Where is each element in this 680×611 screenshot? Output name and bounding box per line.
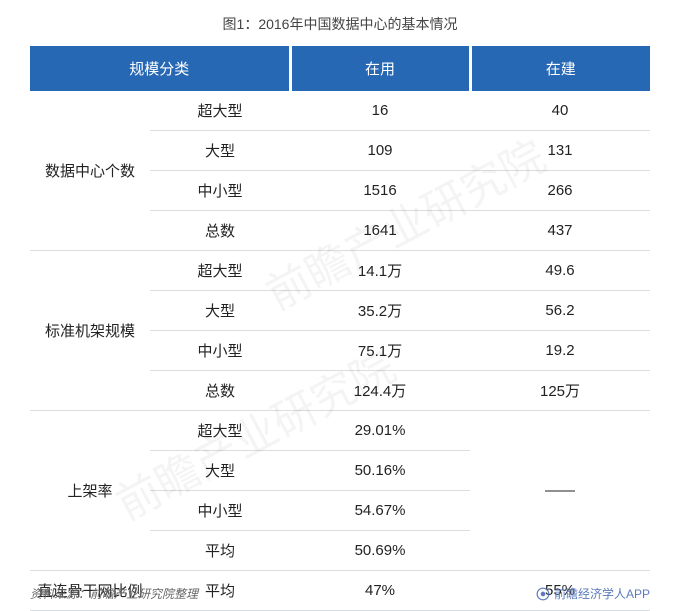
table-header-row: 规模分类 在用 在建 (30, 46, 650, 91)
cell-inuse: 124.4万 (290, 371, 470, 411)
brand-text: 前瞻经济学人APP (536, 585, 650, 602)
cell-build: 56.2 (470, 291, 650, 331)
cell-cat: 平均 (150, 531, 290, 571)
cell-inuse: 1516 (290, 171, 470, 211)
table-row: 标准机架规模 超大型 14.1万 49.6 (30, 251, 650, 291)
data-table: 规模分类 在用 在建 数据中心个数 超大型 16 40 大型 109 131 中… (30, 46, 650, 611)
cell-inuse: 29.01% (290, 411, 470, 451)
cell-cat: 大型 (150, 291, 290, 331)
cell-build: 49.6 (470, 251, 650, 291)
cell-cat: 总数 (150, 211, 290, 251)
source-text: 资料来源：前瞻产业研究院整理 (30, 585, 198, 602)
cell-cat: 超大型 (150, 251, 290, 291)
col-build: 在建 (470, 46, 650, 91)
cell-inuse: 16 (290, 91, 470, 131)
cell-build: 437 (470, 211, 650, 251)
cell-inuse: 50.16% (290, 451, 470, 491)
cell-cat: 大型 (150, 131, 290, 171)
cell-build: 125万 (470, 371, 650, 411)
figure-footer: 资料来源：前瞻产业研究院整理 前瞻经济学人APP (30, 585, 650, 602)
cell-cat: 总数 (150, 371, 290, 411)
cell-inuse: 50.69% (290, 531, 470, 571)
cell-inuse: 14.1万 (290, 251, 470, 291)
figure-title: 图1：2016年中国数据中心的基本情况 (30, 6, 650, 46)
group-label: 标准机架规模 (30, 251, 150, 411)
cell-inuse: 54.67% (290, 491, 470, 531)
col-scale: 规模分类 (30, 46, 290, 91)
figure-wrap: 图1：2016年中国数据中心的基本情况 规模分类 在用 在建 数据中心个数 超大… (0, 0, 680, 611)
cell-inuse: 109 (290, 131, 470, 171)
cell-build: 131 (470, 131, 650, 171)
col-inuse: 在用 (290, 46, 470, 91)
cell-cat: 中小型 (150, 491, 290, 531)
cell-cat: 中小型 (150, 171, 290, 211)
cell-cat: 中小型 (150, 331, 290, 371)
cell-build: 19.2 (470, 331, 650, 371)
group-label: 数据中心个数 (30, 91, 150, 251)
cell-cat: 大型 (150, 451, 290, 491)
table-row: 数据中心个数 超大型 16 40 (30, 91, 650, 131)
cell-build: 266 (470, 171, 650, 211)
cell-build-merged: —— (470, 411, 650, 571)
brand-label: 前瞻经济学人APP (554, 585, 650, 602)
cell-build: 40 (470, 91, 650, 131)
cell-inuse: 75.1万 (290, 331, 470, 371)
brand-icon (536, 587, 550, 601)
cell-inuse: 35.2万 (290, 291, 470, 331)
cell-inuse: 1641 (290, 211, 470, 251)
group-label: 上架率 (30, 411, 150, 571)
cell-cat: 超大型 (150, 91, 290, 131)
cell-cat: 超大型 (150, 411, 290, 451)
table-row: 上架率 超大型 29.01% —— (30, 411, 650, 451)
